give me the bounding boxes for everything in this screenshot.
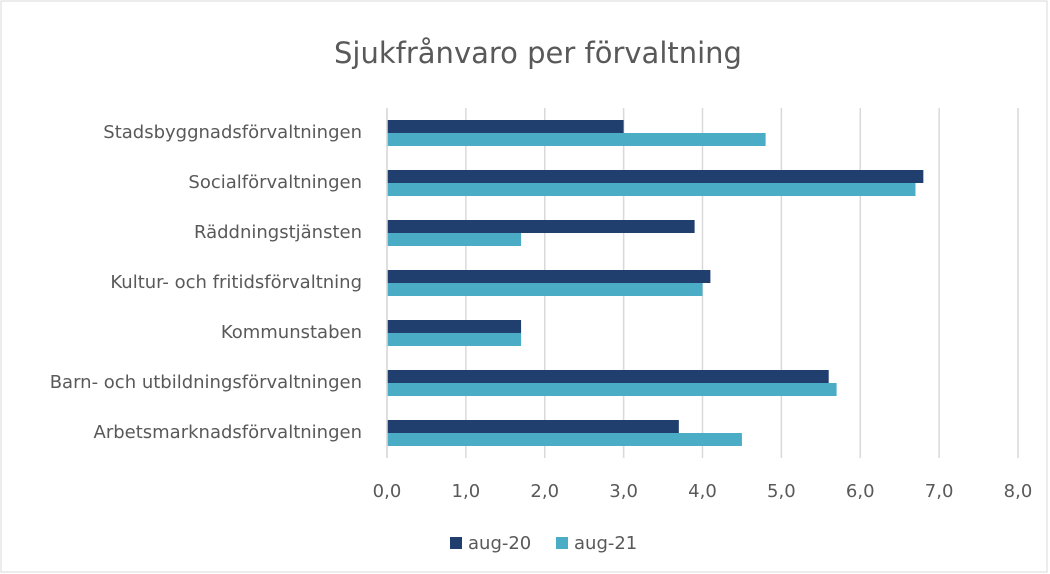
y-tick-label: Kultur- och fritidsförvaltning <box>110 272 362 293</box>
bar <box>387 333 522 346</box>
x-tick-label: 3,0 <box>609 481 638 502</box>
bar <box>387 120 624 133</box>
legend-label: aug-20 <box>468 533 531 554</box>
bar <box>387 220 695 233</box>
legend-label: aug-21 <box>574 533 637 554</box>
x-tick-label: 4,0 <box>688 481 717 502</box>
y-tick-label: Socialförvaltningen <box>188 172 362 193</box>
bar <box>387 170 924 183</box>
y-tick-label: Räddningstjänsten <box>194 222 362 243</box>
bar <box>387 370 829 383</box>
y-tick-label: Barn- och utbildningsförvaltningen <box>50 372 362 393</box>
x-tick-label: 8,0 <box>1004 481 1033 502</box>
y-tick-label: Kommunstaben <box>221 322 362 343</box>
bar <box>387 420 679 433</box>
legend-swatch <box>556 537 568 549</box>
bar <box>387 233 522 246</box>
bar <box>387 433 742 446</box>
x-tick-label: 0,0 <box>373 481 402 502</box>
bar <box>387 270 711 283</box>
bar <box>387 320 522 333</box>
bar <box>387 183 916 196</box>
bar <box>387 283 703 296</box>
x-tick-label: 5,0 <box>767 481 796 502</box>
bar <box>387 383 837 396</box>
legend-swatch <box>450 537 462 549</box>
y-tick-label: Stadsbyggnadsförvaltningen <box>103 122 362 143</box>
y-tick-label: Arbetsmarknadsförvaltningen <box>94 422 363 443</box>
x-tick-label: 1,0 <box>452 481 481 502</box>
chart-title: Sjukfrånvaro per förvaltning <box>334 36 742 70</box>
bar <box>387 133 766 146</box>
x-tick-label: 2,0 <box>530 481 559 502</box>
x-tick-label: 6,0 <box>846 481 875 502</box>
x-tick-label: 7,0 <box>925 481 954 502</box>
